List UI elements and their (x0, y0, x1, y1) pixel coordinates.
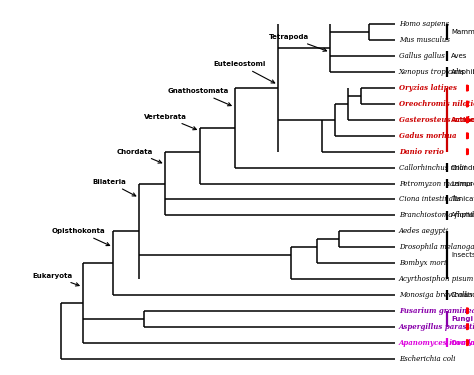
Text: Amphioxus: Amphioxus (451, 212, 474, 218)
Text: Escherichia coli: Escherichia coli (399, 354, 456, 363)
Text: Tetrapoda: Tetrapoda (269, 34, 327, 51)
Text: Insects: Insects (451, 252, 474, 258)
Text: Monosiga brevicollis: Monosiga brevicollis (399, 291, 473, 299)
Text: Eukaryota: Eukaryota (32, 273, 79, 286)
Polygon shape (467, 117, 474, 123)
Text: Euteleostomi: Euteleostomi (213, 61, 275, 83)
Text: Bilateria: Bilateria (92, 179, 136, 196)
Text: Lamprey: Lamprey (451, 180, 474, 186)
Text: Gadus morhua: Gadus morhua (399, 132, 456, 140)
Text: Danio rerio: Danio rerio (399, 148, 444, 156)
Text: Mammal: Mammal (451, 29, 474, 35)
Text: Aspergillus parasiticus: Aspergillus parasiticus (399, 323, 474, 331)
Text: Oomycete: Oomycete (451, 340, 474, 346)
Text: Actinopterygii: Actinopterygii (451, 117, 474, 123)
Text: Petromyzon marinus: Petromyzon marinus (399, 180, 472, 188)
Text: Gnathostomata: Gnathostomata (167, 88, 231, 106)
Text: Bombyx mori: Bombyx mori (399, 259, 446, 267)
Text: Opisthokonta: Opisthokonta (52, 228, 109, 246)
Text: Fusarium graminearum: Fusarium graminearum (399, 307, 474, 315)
Polygon shape (467, 308, 474, 314)
Text: Vertebrata: Vertebrata (144, 114, 196, 130)
Text: Branchiostoma floridae: Branchiostoma floridae (399, 211, 474, 219)
Text: Aedes aegypti: Aedes aegypti (399, 227, 449, 235)
Text: Oryzias latipes: Oryzias latipes (399, 84, 457, 92)
Text: Apanomyces invadans: Apanomyces invadans (399, 339, 474, 346)
Text: Chondrichthye: Chondrichthye (451, 165, 474, 171)
Text: Drosophila melanogaster: Drosophila melanogaster (399, 243, 474, 251)
Polygon shape (467, 324, 474, 330)
Text: Acyrthosiphon pisum: Acyrthosiphon pisum (399, 275, 474, 283)
Polygon shape (467, 133, 474, 139)
Text: Amphibian: Amphibian (451, 69, 474, 75)
Text: Choanoflagellate: Choanoflagellate (451, 292, 474, 298)
Text: Chordata: Chordata (117, 149, 162, 163)
Text: Fungi: Fungi (451, 316, 473, 322)
Text: Gallus gallus: Gallus gallus (399, 52, 445, 60)
Text: Callorhinchus milii: Callorhinchus milii (399, 164, 466, 172)
Polygon shape (467, 101, 474, 107)
Text: Tunicate: Tunicate (451, 196, 474, 202)
Polygon shape (467, 148, 474, 155)
Text: Mus musculus: Mus musculus (399, 36, 450, 44)
Text: Oreochromis niloticus: Oreochromis niloticus (399, 100, 474, 108)
Text: Gasterosteus aculeatus: Gasterosteus aculeatus (399, 116, 474, 124)
Text: Ciona intestinalis: Ciona intestinalis (399, 195, 461, 203)
Text: Homo sapiens: Homo sapiens (399, 20, 449, 28)
Polygon shape (467, 85, 474, 91)
Text: Xenopus tropicalis: Xenopus tropicalis (399, 68, 465, 76)
Polygon shape (467, 340, 474, 346)
Text: Aves: Aves (451, 53, 467, 59)
